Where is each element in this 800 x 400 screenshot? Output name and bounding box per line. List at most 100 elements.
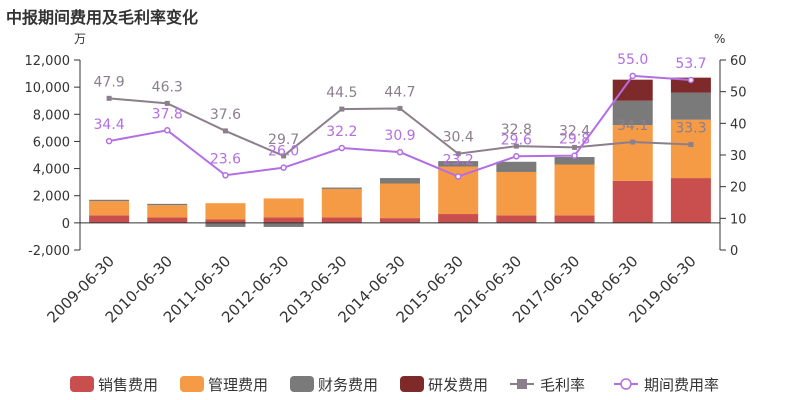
data-label-毛利率: 29.7 [268,132,299,148]
point-期间费用率 [280,164,287,171]
legend-marker-毛利率 [517,379,527,389]
point-期间费用率 [629,72,636,80]
left-axis-unit: 万 [74,32,86,46]
data-label-毛利率: 47.9 [94,74,125,90]
bar-财务费用 [380,178,420,184]
legend-swatch-研发费用 [400,376,424,392]
right-tick-label: 20 [730,181,747,196]
point-期间费用率 [687,76,695,84]
bar-管理费用 [496,171,537,216]
right-tick-label: 0 [730,244,738,259]
data-label-期间费用率: 23.6 [210,151,241,167]
bar-销售费用 [496,215,537,223]
data-label-毛利率: 32.4 [559,123,590,139]
point-期间费用率 [513,153,520,160]
legend-label-毛利率: 毛利率 [540,376,585,394]
legend-label-财务费用: 财务费用 [318,376,378,394]
bar-财务费用 [263,222,304,227]
data-label-毛利率: 44.7 [384,84,415,100]
bar-销售费用 [205,219,246,223]
bar-财务费用 [438,161,479,167]
data-label-毛利率: 44.5 [326,85,357,101]
data-label-毛利率: 37.6 [210,107,241,123]
right-axis-unit: % [714,32,725,46]
data-label-毛利率: 30.4 [443,130,474,146]
bar-财务费用 [670,92,711,120]
point-期间费用率 [454,173,462,180]
bar-销售费用 [438,214,479,223]
point-毛利率 [222,128,228,134]
point-毛利率 [339,106,345,112]
bar-销售费用 [147,217,188,223]
legend-swatch-财务费用 [290,376,314,392]
point-期间费用率 [338,144,346,152]
point-期间费用率 [105,137,113,145]
bar-财务费用 [612,100,653,126]
left-tick-label: 4,000 [33,163,70,178]
data-label-期间费用率: 26.0 [268,144,299,160]
data-label-毛利率: 33.3 [675,121,706,137]
data-label-毛利率: 46.3 [152,79,183,95]
bar-研发费用 [670,77,711,93]
legend-swatch-管理费用 [180,376,204,392]
bar-销售费用 [612,180,653,223]
point-毛利率 [513,143,519,149]
legend-label-期间费用率: 期间费用率 [644,376,719,394]
bar-管理费用 [670,119,711,179]
point-期间费用率 [396,148,404,156]
left-tick-label: 10,000 [25,81,71,96]
left-tick-label: 8,000 [33,108,70,123]
bar-管理费用 [205,203,246,220]
bar-财务费用 [147,203,188,206]
data-label-期间费用率: 34.4 [94,117,125,133]
data-label-期间费用率: 53.7 [675,56,706,72]
right-tick-label: 10 [730,212,747,227]
bar-研发费用 [612,79,653,101]
bar-管理费用 [89,201,130,216]
point-期间费用率 [164,127,171,134]
point-毛利率 [455,151,461,157]
left-tick-label: 6,000 [33,135,70,150]
data-label-期间费用率: 30.9 [384,128,415,144]
bar-财务费用 [321,187,362,189]
legend-marker-期间费用率 [620,378,632,390]
bar-销售费用 [89,215,130,223]
data-label-期间费用率: 29.8 [559,132,590,148]
bar-管理费用 [554,164,595,216]
bar-销售费用 [321,217,362,223]
bar-财务费用 [205,222,246,227]
data-label-期间费用率: 37.8 [152,106,183,122]
bar-销售费用 [554,215,595,223]
data-label-期间费用率: 23.2 [443,153,474,169]
data-label-期间费用率: 32.2 [326,124,357,140]
point-毛利率 [106,95,112,101]
point-毛利率 [164,100,170,106]
left-tick-label: 0 [62,217,70,232]
bar-管理费用 [147,205,188,218]
right-tick-label: 60 [730,54,747,69]
left-tick-label: -2,000 [28,244,70,259]
bar-财务费用 [496,161,537,172]
data-label-毛利率: 32.8 [501,122,532,138]
bar-销售费用 [263,217,304,223]
left-tick-label: 12,000 [25,54,71,69]
bar-销售费用 [670,178,711,223]
chart-title: 中报期间费用及毛利率变化 [6,8,199,27]
point-期间费用率 [571,152,578,159]
data-label-毛利率: 34.1 [617,118,648,134]
point-毛利率 [281,153,287,159]
legend-label-管理费用: 管理费用 [208,376,268,394]
legend-swatch-销售费用 [70,376,94,392]
left-tick-label: 2,000 [33,190,70,205]
bar-管理费用 [380,183,420,219]
bar-管理费用 [321,188,362,218]
data-label-期间费用率: 55.0 [617,52,648,68]
right-tick-label: 50 [730,86,747,101]
bar-管理费用 [612,125,653,181]
right-tick-label: 40 [730,117,747,132]
bar-销售费用 [380,218,420,223]
point-毛利率 [688,142,694,148]
right-tick-label: 30 [730,149,747,164]
legend-label-销售费用: 销售费用 [98,376,158,394]
